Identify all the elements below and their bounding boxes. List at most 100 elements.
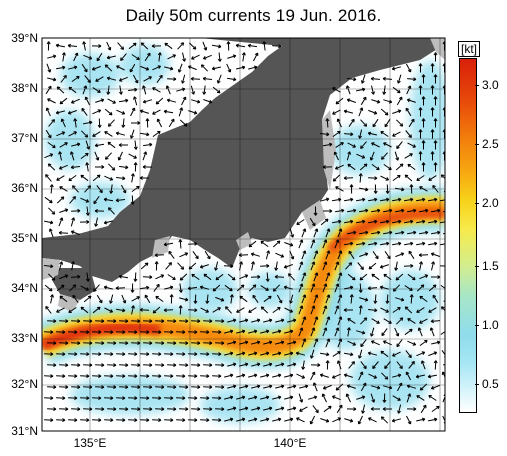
current-arrowhead [241, 65, 246, 70]
current-arrow [152, 306, 161, 314]
current-arrowhead [372, 365, 376, 369]
current-arrow [152, 65, 161, 71]
current-arrow [203, 78, 213, 80]
current-arrow [347, 142, 356, 148]
current-arrowhead [56, 86, 61, 90]
current-arrow [344, 220, 354, 224]
current-arrowhead [113, 385, 117, 390]
current-arrowhead [443, 394, 445, 396]
current-arrowhead [98, 44, 102, 49]
current-arrowhead [326, 294, 331, 298]
current-arrow [164, 66, 174, 70]
current-arrowhead [253, 65, 258, 70]
current-arrow [143, 76, 152, 82]
current-arrowhead [206, 418, 210, 423]
current-arrowhead [235, 43, 240, 48]
current-arrowhead [326, 272, 331, 276]
current-arrowhead [296, 417, 300, 421]
current-arrowhead [311, 261, 316, 265]
current-arrow [287, 385, 297, 389]
current-arrowhead [178, 239, 183, 243]
current-arrowhead [48, 85, 52, 90]
current-arrow [71, 210, 81, 212]
current-arrowhead [341, 208, 345, 213]
current-arrow [80, 306, 89, 314]
current-arrowhead [364, 297, 369, 302]
current-arrowhead [396, 145, 400, 149]
current-arrow [252, 52, 259, 62]
current-arrowhead [384, 365, 388, 369]
current-arrowhead [149, 275, 153, 280]
current-arrowhead [412, 144, 416, 148]
current-arrow [152, 130, 161, 138]
current-arrow [299, 385, 309, 389]
current-arrow [225, 306, 232, 314]
current-arrowhead [363, 123, 368, 127]
current-arrowhead [74, 330, 78, 335]
current-arrowhead [266, 250, 271, 254]
current-arrow [332, 351, 341, 357]
current-arrowhead [146, 330, 150, 335]
current-arrow [44, 196, 53, 204]
current-arrow [298, 239, 303, 249]
current-arrowhead [446, 141, 449, 144]
current-arrow [248, 240, 257, 248]
current-arrowhead [443, 421, 445, 424]
current-arrow [224, 418, 234, 422]
current-arrowhead [185, 407, 189, 412]
current-arrowhead [311, 371, 316, 376]
current-arrowhead [131, 173, 135, 177]
current-arrow [383, 209, 393, 213]
current-arrow [104, 198, 114, 202]
current-arrowhead [241, 373, 246, 378]
current-arrowhead [166, 98, 171, 103]
current-arrow [140, 286, 150, 290]
current-arrow [182, 52, 186, 62]
current-arrowhead [72, 196, 76, 200]
current-arrow [335, 97, 344, 105]
current-arrowhead [101, 164, 105, 169]
current-arrowhead [84, 96, 89, 101]
current-arrow [212, 284, 221, 292]
current-arrowhead [86, 418, 90, 423]
current-arrowhead [416, 309, 420, 313]
current-arrowhead [170, 374, 174, 379]
current-arrowhead [49, 184, 54, 188]
current-arrow [131, 173, 134, 183]
current-arrowhead [173, 385, 177, 390]
current-arrowhead [170, 352, 174, 357]
current-arrowhead [173, 363, 177, 368]
current-arrow [260, 306, 269, 314]
current-arrow [374, 294, 377, 304]
current-arrowhead [216, 89, 221, 94]
current-arrowhead [67, 43, 72, 48]
current-arrow [108, 119, 115, 127]
current-arrowhead [199, 285, 204, 290]
current-arrow [334, 283, 339, 293]
current-arrow [83, 121, 93, 125]
current-arrowhead [178, 305, 183, 309]
current-arrow [56, 86, 65, 94]
current-arrowhead [209, 319, 213, 324]
current-arrow [368, 287, 378, 289]
current-arrow [59, 274, 68, 280]
current-arrowhead [173, 319, 177, 324]
current-arrow [392, 307, 401, 313]
current-arrowhead [385, 190, 390, 194]
current-arrow [301, 250, 306, 260]
current-arrow [272, 240, 281, 248]
current-arrowhead [360, 266, 364, 270]
current-arrowhead [62, 352, 66, 357]
current-arrowhead [367, 286, 372, 291]
current-arrow [313, 228, 318, 238]
current-arrow [109, 294, 114, 304]
current-arrowhead [329, 209, 333, 214]
current-arrow [46, 63, 51, 73]
current-arrowhead [386, 241, 390, 246]
current-arrow [332, 109, 341, 115]
current-arrowhead [418, 253, 422, 258]
current-arrow [407, 273, 416, 281]
current-arrowhead [441, 306, 445, 310]
current-arrow [47, 141, 56, 149]
current-arrow [335, 142, 344, 148]
